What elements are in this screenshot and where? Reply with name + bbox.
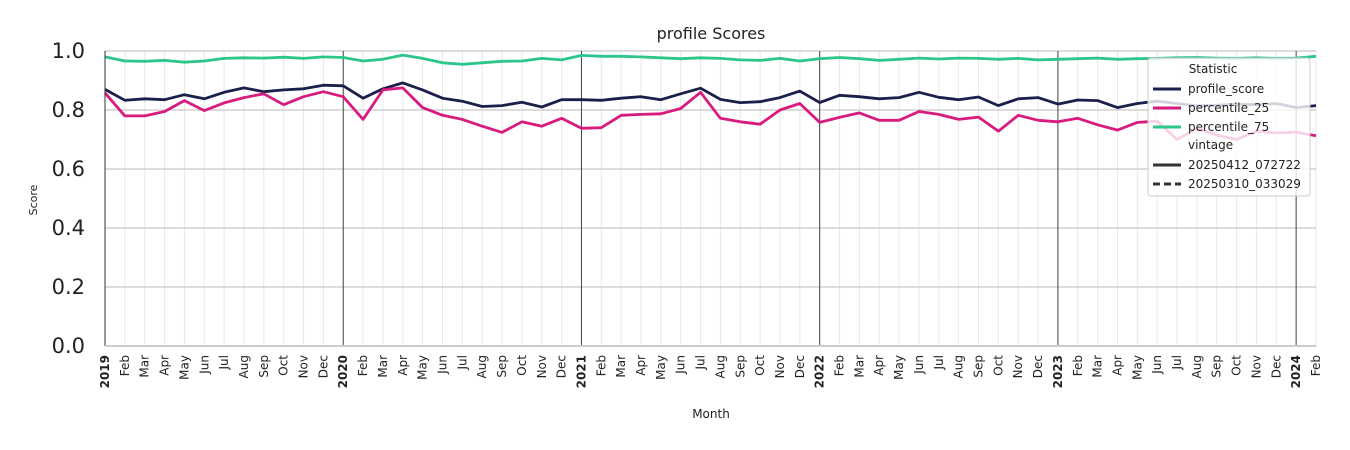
x-tick-label-month: Nov (1011, 355, 1025, 378)
x-tick-label-month: Mar (1091, 355, 1105, 378)
x-tick-label-month: Oct (1230, 355, 1244, 376)
x-tick-label-month: Dec (555, 355, 569, 378)
x-tick-label-month: Nov (1249, 355, 1263, 378)
x-tick-label-month: Nov (297, 355, 311, 378)
series-line-percentile-25 (103, 86, 1317, 141)
x-tick-label-month: Feb (1071, 355, 1085, 376)
x-tick-label-year: 2022 (813, 355, 827, 388)
x-tick-label-month: Aug (952, 355, 966, 378)
legend-label-percentile-25: percentile_25 (1188, 101, 1269, 115)
x-tick-label-month: May (1130, 355, 1144, 380)
series-line-percentile-75 (104, 53, 1317, 66)
x-tick-label-month: Mar (852, 355, 866, 378)
x-tick-label-month: Feb (356, 355, 370, 376)
x-tick-label-month: Apr (1110, 355, 1124, 376)
x-tick-label-year: 2021 (574, 355, 588, 388)
legend-label-vintage-2: 20250310_033029 (1188, 177, 1301, 191)
x-tick-label-month: Oct (991, 355, 1005, 376)
x-tick-label-month: Mar (138, 355, 152, 378)
x-tick-label-month: Feb (1309, 355, 1323, 376)
x-tick-label-month: May (177, 355, 191, 380)
x-tick-label-month: Jul (694, 355, 708, 370)
x-tick-label-month: Dec (1269, 355, 1283, 378)
chart-title: profile Scores (657, 24, 766, 43)
series-lines (103, 53, 1317, 141)
y-tick-label: 0.8 (52, 98, 85, 122)
x-tick-label-year: 2020 (336, 355, 350, 388)
legend: Statistic profile_score percentile_25 pe… (1147, 57, 1311, 197)
x-tick-label-month: Nov (773, 355, 787, 378)
y-tick-label: 0.6 (52, 157, 85, 181)
legend-label-profile-score: profile_score (1188, 82, 1264, 96)
x-tick-label-month: May (416, 355, 430, 380)
x-tick-label-month: Jul (217, 355, 231, 370)
x-tick-label-month: Jun (1150, 355, 1164, 375)
x-tick-label-month: Aug (475, 355, 489, 378)
legend-label-vintage-1: 20250412_072722 (1188, 158, 1301, 172)
x-tick-label-month: Jun (674, 355, 688, 375)
x-tick-label-month: Feb (118, 355, 132, 376)
x-tick-label-month: Aug (713, 355, 727, 378)
y-tick-label: 0.0 (52, 334, 85, 358)
x-tick-label-month: Apr (634, 355, 648, 376)
x-tick-label-month: Jun (197, 355, 211, 375)
x-tick-label-month: Apr (396, 355, 410, 376)
x-tick-label-month: Oct (277, 355, 291, 376)
x-tick-label-month: Jul (932, 355, 946, 370)
y-tick-label: 0.2 (52, 275, 85, 299)
legend-label-percentile-75: percentile_75 (1188, 120, 1269, 134)
x-tick-label-month: Feb (594, 355, 608, 376)
x-tick-label-month: Dec (316, 355, 330, 378)
x-tick-label-month: Apr (872, 355, 886, 376)
x-tick-label-month: May (654, 355, 668, 380)
x-tick-label-month: Aug (237, 355, 251, 378)
series-line-profile-score (104, 81, 1317, 109)
y-tick-label: 1.0 (52, 39, 85, 63)
legend-box (1147, 57, 1311, 197)
x-tick-label-month: Jul (1170, 355, 1184, 370)
legend-title-vintage: vintage (1188, 138, 1233, 152)
x-tick-label-month: May (892, 355, 906, 380)
x-tick-label-month: Aug (1190, 355, 1204, 378)
x-tick-label-year: 2019 (98, 355, 112, 388)
x-tick-label-month: Nov (535, 355, 549, 378)
x-tick-label-month: Apr (158, 355, 172, 376)
x-tick-label-month: Dec (793, 355, 807, 378)
y-axis-label: Score (27, 184, 40, 215)
x-tick-label-month: Mar (614, 355, 628, 378)
y-tick-label: 0.4 (52, 216, 85, 240)
axes: 0.0 0.2 0.4 0.6 0.8 1.0 2019 Feb Mar Apr May Jun Jul… (52, 39, 1323, 388)
x-tick-label-month: Mar (376, 355, 390, 378)
x-tick-label-month: Oct (753, 355, 767, 376)
x-tick-label-month: Jun (435, 355, 449, 375)
x-tick-label-month: Dec (1031, 355, 1045, 378)
x-tick-label-month: Jul (455, 355, 469, 370)
x-tick-label-month: Sep (257, 355, 271, 378)
x-tick-label-month: Jun (912, 355, 926, 375)
x-axis-label: Month (692, 407, 730, 421)
x-tick-label-month: Oct (515, 355, 529, 376)
legend-title-statistic: Statistic (1189, 62, 1238, 76)
x-tick-label-year: 2023 (1051, 355, 1065, 388)
x-tick-label-month: Sep (972, 355, 986, 378)
x-tick-label-month: Feb (833, 355, 847, 376)
x-tick-label-month: Sep (1210, 355, 1224, 378)
x-tick-label-month: Sep (733, 355, 747, 378)
x-tick-label-year: 2024 (1289, 355, 1303, 388)
x-tick-label-month: Sep (495, 355, 509, 378)
